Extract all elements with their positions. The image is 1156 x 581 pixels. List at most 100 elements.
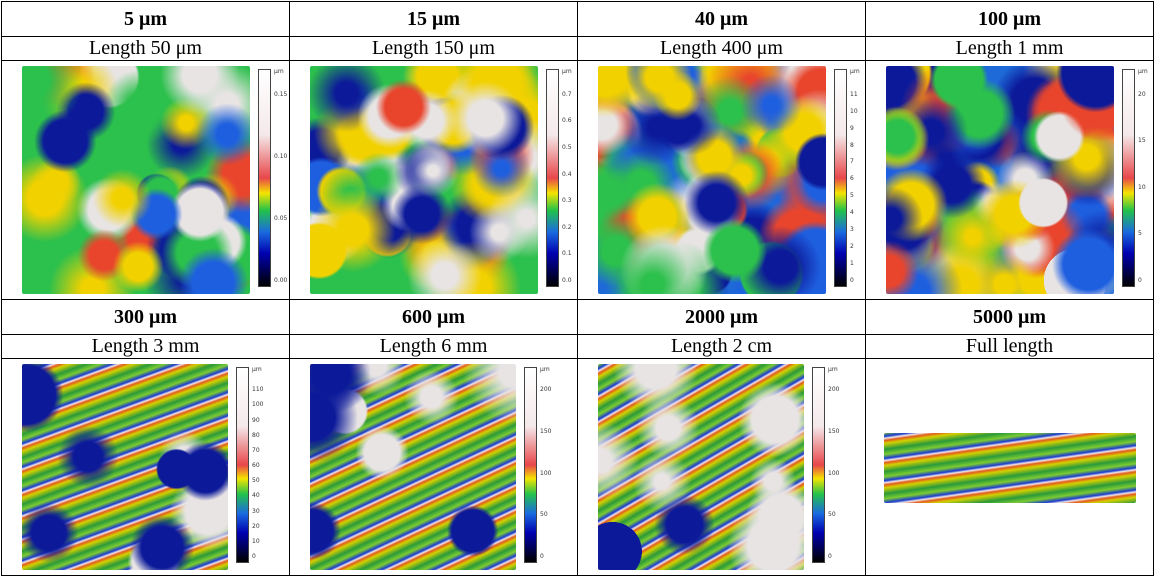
colorbar-tick: 0 bbox=[850, 276, 854, 284]
scale-cell: 100 μm bbox=[865, 1, 1154, 37]
colorbar bbox=[258, 69, 271, 287]
image-wrap: μm 0.7 0.6 0.5 0.4 0.3 0.2 0.1 0.0 bbox=[290, 61, 577, 299]
colorbar-tick: 0.2 bbox=[562, 223, 572, 231]
colorbar-unit: μm bbox=[828, 366, 838, 373]
colorbar-tick: 0 bbox=[1138, 276, 1142, 284]
colorbar-tick: 0.05 bbox=[274, 214, 288, 222]
surface-image bbox=[598, 364, 804, 570]
colorbar bbox=[524, 367, 537, 563]
colorbar-tick: 150 bbox=[828, 427, 840, 435]
scale-cell: 600 μm bbox=[289, 299, 578, 335]
colorbar-tick: 30 bbox=[252, 507, 260, 515]
colorbar-tick: 0.00 bbox=[274, 276, 288, 284]
colorbar-tick: 1 bbox=[850, 259, 854, 267]
colorbar-tick: 7 bbox=[850, 158, 854, 166]
length-cell: Length 50 μm bbox=[1, 36, 290, 61]
image-cell: μm 0.7 0.6 0.5 0.4 0.3 0.2 0.1 0.0 bbox=[289, 60, 578, 300]
image-wrap: μm 110 100 90 80 70 60 50 40 30 20 10 0 bbox=[2, 359, 289, 575]
colorbar-tick: 50 bbox=[828, 511, 836, 519]
colorbar-unit: μm bbox=[252, 366, 262, 373]
length-cell: Full length bbox=[865, 334, 1154, 359]
colorbar bbox=[834, 69, 847, 287]
scale-cell: 2000 μm bbox=[577, 299, 866, 335]
image-row: μm 110 100 90 80 70 60 50 40 30 20 10 0 μm 200 150 100 50… bbox=[1, 358, 1154, 576]
colorbar-tick: 200 bbox=[828, 386, 840, 394]
colorbar-tick: 0.10 bbox=[274, 152, 288, 160]
surface-image bbox=[598, 66, 826, 294]
scale-cell: 40 μm bbox=[577, 1, 866, 37]
length-row: Length 3 mm Length 6 mm Length 2 cm Full le… bbox=[1, 334, 1154, 359]
colorbar-unit: μm bbox=[540, 366, 550, 373]
colorbar-tick: 90 bbox=[252, 416, 260, 424]
colorbar-tick: 20 bbox=[252, 522, 260, 530]
colorbar-tick: 6 bbox=[850, 175, 854, 183]
scale-cell: 300 μm bbox=[1, 299, 290, 335]
image-cell: μm 200 150 100 50 0 bbox=[577, 358, 866, 576]
colorbar-tick: 3 bbox=[850, 226, 854, 234]
scale-cell: 15 μm bbox=[289, 1, 578, 37]
colorbar-tick: 0 bbox=[540, 553, 544, 561]
length-cell: Length 400 μm bbox=[577, 36, 866, 61]
colorbar-tick: 80 bbox=[252, 431, 260, 439]
image-cell: μm 11 10 9 8 7 6 5 4 3 2 1 0 bbox=[577, 60, 866, 300]
colorbar-tick: 50 bbox=[540, 511, 548, 519]
length-row: Length 50 μm Length 150 μm Length 400 μm Le… bbox=[1, 36, 1154, 61]
colorbar-tick: 0.4 bbox=[562, 170, 572, 178]
colorbar-tick: 9 bbox=[850, 124, 854, 132]
colorbar-tick: 0.15 bbox=[274, 90, 288, 98]
image-wrap: μm 200 150 100 50 0 bbox=[290, 359, 577, 575]
colorbar-tick: 10 bbox=[1138, 183, 1146, 191]
colorbar bbox=[812, 367, 825, 563]
colorbar-unit: μm bbox=[1138, 68, 1148, 75]
image-row: μm 0.15 0.10 0.05 0.00 μm 0.7 0.6 0.5 0.4 0.3 0.2 0.… bbox=[1, 60, 1154, 300]
colorbar-tick: 20 bbox=[1138, 90, 1146, 98]
colorbar-tick: 100 bbox=[540, 469, 552, 477]
colorbar-tick: 50 bbox=[252, 477, 260, 485]
surface-image bbox=[310, 66, 538, 294]
colorbar-tick: 5 bbox=[850, 192, 854, 200]
colorbar-unit: μm bbox=[850, 68, 860, 75]
colorbar-tick: 5 bbox=[1138, 230, 1142, 238]
colorbar-tick: 8 bbox=[850, 141, 854, 149]
image-wrap: μm 20 15 10 5 0 bbox=[866, 61, 1153, 299]
colorbar-tick: 0 bbox=[252, 553, 256, 561]
colorbar-tick: 110 bbox=[252, 386, 264, 394]
colorbar-tick: 40 bbox=[252, 492, 260, 500]
colorbar-tick: 11 bbox=[850, 90, 858, 98]
colorbar-tick: 0.6 bbox=[562, 117, 572, 125]
colorbar-tick: 15 bbox=[1138, 137, 1146, 145]
colorbar bbox=[1122, 69, 1135, 287]
image-cell: μm 0.15 0.10 0.05 0.00 bbox=[1, 60, 290, 300]
image-wrap bbox=[866, 359, 1153, 575]
colorbar-unit: μm bbox=[562, 68, 572, 75]
colorbar-tick: 0.0 bbox=[562, 276, 572, 284]
image-wrap: μm 0.15 0.10 0.05 0.00 bbox=[2, 61, 289, 299]
surface-image bbox=[884, 433, 1136, 503]
colorbar-tick: 4 bbox=[850, 209, 854, 217]
length-cell: Length 3 mm bbox=[1, 334, 290, 359]
image-cell: μm 200 150 100 50 0 bbox=[289, 358, 578, 576]
length-cell: Length 6 mm bbox=[289, 334, 578, 359]
colorbar-tick: 0.7 bbox=[562, 90, 572, 98]
colorbar-tick: 100 bbox=[828, 469, 840, 477]
colorbar-tick: 200 bbox=[540, 386, 552, 394]
colorbar-tick: 100 bbox=[252, 401, 264, 409]
image-cell: μm 110 100 90 80 70 60 50 40 30 20 10 0 bbox=[1, 358, 290, 576]
length-cell: Length 150 μm bbox=[289, 36, 578, 61]
scale-cell: 5 μm bbox=[1, 1, 290, 37]
colorbar-tick: 60 bbox=[252, 462, 260, 470]
colorbar-tick: 2 bbox=[850, 242, 854, 250]
colorbar-tick: 10 bbox=[252, 537, 260, 545]
length-cell: Length 2 cm bbox=[577, 334, 866, 359]
surface-image bbox=[310, 364, 516, 570]
image-cell: μm 20 15 10 5 0 bbox=[865, 60, 1154, 300]
colorbar-tick: 10 bbox=[850, 107, 858, 115]
image-wrap: μm 11 10 9 8 7 6 5 4 3 2 1 0 bbox=[578, 61, 865, 299]
colorbar-tick: 150 bbox=[540, 427, 552, 435]
header-row: 300 μm 600 μm 2000 μm 5000 μm bbox=[1, 299, 1154, 335]
colorbar-tick: 0.3 bbox=[562, 197, 572, 205]
surface-image bbox=[22, 364, 228, 570]
colorbar bbox=[546, 69, 559, 287]
colorbar bbox=[236, 367, 249, 563]
